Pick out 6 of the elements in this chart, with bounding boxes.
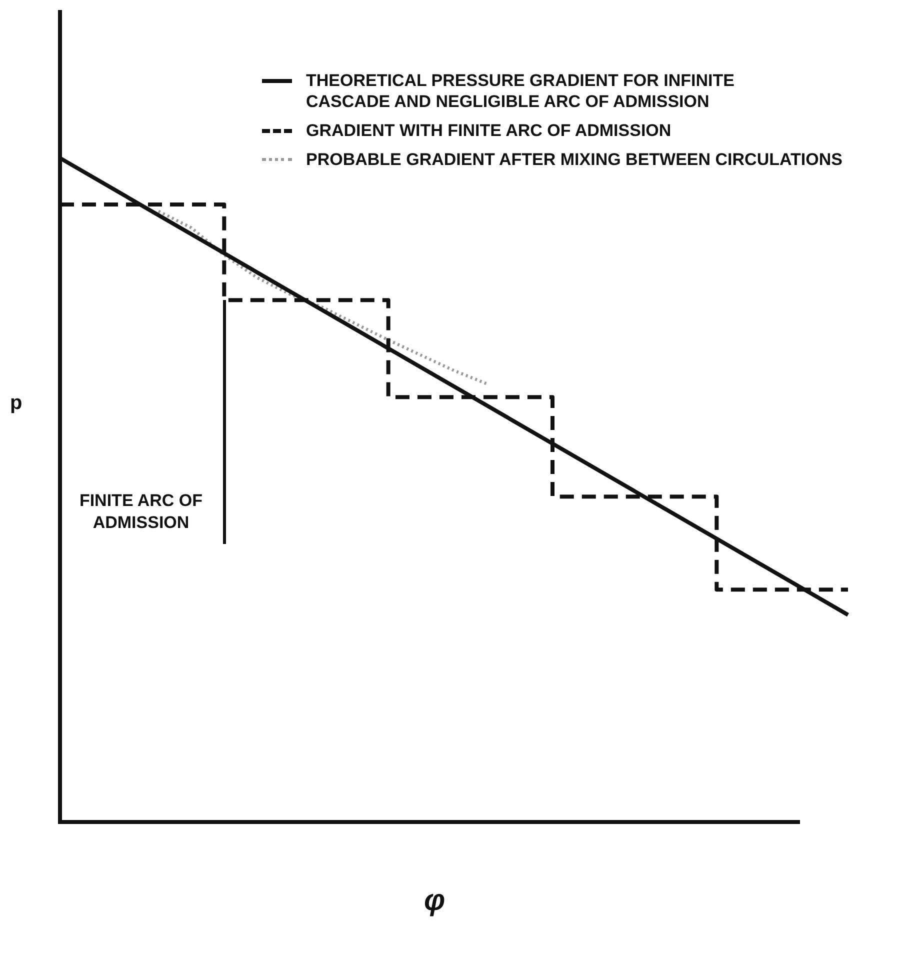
legend-label: PROBABLE GRADIENT AFTER MIXING BETWEEN CIRCULATIONS [306, 149, 842, 170]
legend-label: THEORETICAL PRESSURE GRADIENT FOR INFINITE CASCADE AND NEGLIGIBLE ARC OF ADMISSION [306, 70, 736, 112]
annotation: FINITE ARC OF ADMISSION [78, 490, 204, 534]
y-axis-title: p [10, 392, 22, 415]
x-axis-title: φ [424, 884, 446, 918]
legend-label: GRADIENT WITH FINITE ARC OF ADMISSION [306, 120, 672, 141]
